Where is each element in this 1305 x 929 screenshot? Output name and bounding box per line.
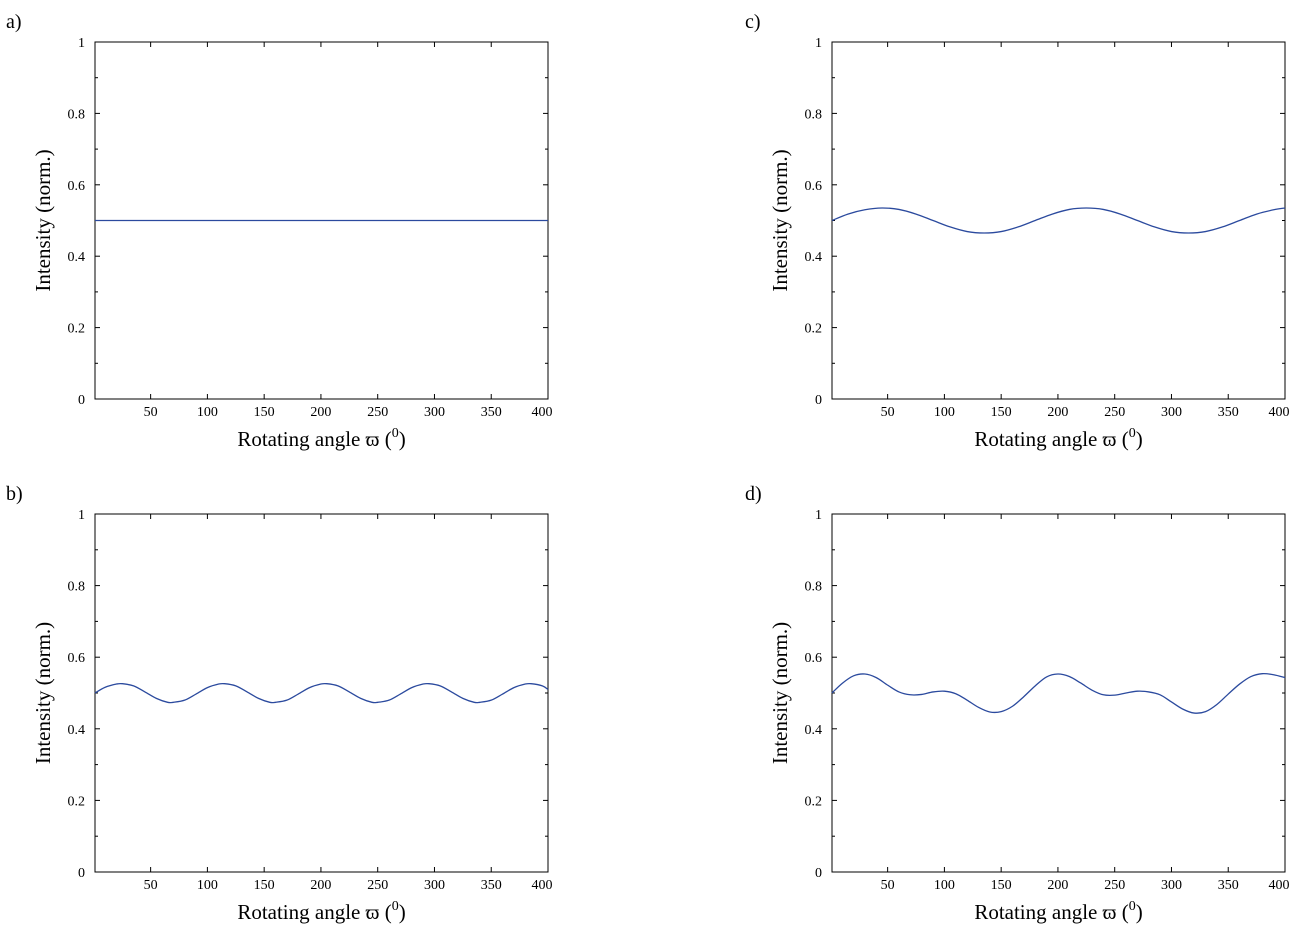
- panel-label: a): [6, 11, 22, 33]
- series-line: [831, 207, 1286, 234]
- y-tick-label: 0.4: [805, 250, 823, 265]
- x-tick-label: 300: [424, 405, 445, 420]
- y-axis-label: Intensity (norm.): [31, 149, 55, 291]
- x-tick-label: 50: [881, 405, 895, 420]
- x-tick-label: 400: [532, 405, 553, 420]
- x-tick-label: 100: [197, 405, 218, 420]
- x-axis-label-superscript: 0: [392, 426, 399, 441]
- y-tick-label: 0.6: [68, 651, 86, 666]
- x-tick-label: 250: [367, 405, 388, 420]
- y-tick-label: 0.6: [68, 179, 86, 194]
- y-tick-label: 0.4: [68, 723, 86, 738]
- x-tick-label: 150: [254, 405, 275, 420]
- x-tick-label: 200: [1047, 405, 1068, 420]
- series-line: [94, 682, 549, 704]
- x-axis-label-superscript: 0: [1129, 426, 1136, 441]
- x-axis-label-text: Rotating angle ϖ (: [237, 900, 391, 924]
- panel-label: b): [6, 483, 23, 505]
- y-tick-label: 1: [78, 508, 85, 523]
- y-tick-label: 0.6: [805, 651, 823, 666]
- x-tick-label: 50: [144, 878, 158, 893]
- y-axis-label: Intensity (norm.): [768, 622, 792, 764]
- x-tick-label: 250: [1104, 878, 1125, 893]
- axes-frame: [831, 41, 1286, 400]
- y-tick-label: 0.8: [805, 580, 823, 595]
- x-tick-label: 300: [424, 878, 445, 893]
- y-tick-label: 1: [815, 508, 822, 523]
- y-tick-label: 0.2: [68, 322, 86, 337]
- y-tick-label: 0.8: [68, 580, 86, 595]
- x-tick-label: 350: [1218, 405, 1239, 420]
- y-axis-label: Intensity (norm.): [768, 149, 792, 291]
- x-tick-label: 100: [197, 878, 218, 893]
- x-tick-label: 200: [1047, 878, 1068, 893]
- x-tick-label: 100: [934, 405, 955, 420]
- x-axis-label: Rotating angle ϖ (0): [237, 899, 405, 924]
- x-axis-label: Rotating angle ϖ (0): [974, 426, 1142, 451]
- x-axis-label-superscript: 0: [1129, 899, 1136, 914]
- x-tick-label: 50: [144, 405, 158, 420]
- x-tick-label: 400: [532, 878, 553, 893]
- y-tick-label: 0.4: [805, 723, 823, 738]
- x-tick-label: 400: [1269, 878, 1290, 893]
- axes-frame: [94, 513, 549, 873]
- x-tick-label: 200: [310, 878, 331, 893]
- x-tick-label: 150: [254, 878, 275, 893]
- y-tick-label: 0.2: [805, 322, 823, 337]
- x-axis-label-close: ): [1136, 900, 1143, 924]
- y-tick-label: 0.8: [68, 107, 86, 122]
- x-axis-label-text: Rotating angle ϖ (: [237, 427, 391, 451]
- y-tick-label: 1: [78, 36, 85, 51]
- panel-label: d): [745, 483, 762, 505]
- x-tick-label: 50: [881, 878, 895, 893]
- y-tick-label: 0: [78, 866, 85, 881]
- x-axis-label: Rotating angle ϖ (0): [974, 899, 1142, 924]
- y-tick-label: 0.4: [68, 250, 86, 265]
- x-tick-label: 150: [991, 405, 1012, 420]
- x-axis-label-text: Rotating angle ϖ (: [974, 427, 1128, 451]
- x-tick-label: 250: [1104, 405, 1125, 420]
- x-axis-label-close: ): [399, 427, 406, 451]
- x-tick-label: 100: [934, 878, 955, 893]
- x-tick-label: 300: [1161, 405, 1182, 420]
- y-axis-label: Intensity (norm.): [31, 622, 55, 764]
- x-tick-label: 350: [1218, 878, 1239, 893]
- series-line: [831, 672, 1286, 714]
- x-tick-label: 300: [1161, 878, 1182, 893]
- y-tick-label: 0.2: [68, 794, 86, 809]
- x-tick-label: 200: [310, 405, 331, 420]
- x-tick-label: 150: [991, 878, 1012, 893]
- panel-label: c): [745, 11, 761, 33]
- y-tick-label: 1: [815, 36, 822, 51]
- y-tick-label: 0.8: [805, 107, 823, 122]
- x-axis-label-close: ): [399, 900, 406, 924]
- x-tick-label: 350: [481, 405, 502, 420]
- x-axis-label-superscript: 0: [392, 899, 399, 914]
- y-tick-label: 0.2: [805, 794, 823, 809]
- x-axis-label-text: Rotating angle ϖ (: [974, 900, 1128, 924]
- y-tick-label: 0: [78, 393, 85, 408]
- y-tick-label: 0: [815, 393, 822, 408]
- x-tick-label: 350: [481, 878, 502, 893]
- x-tick-label: 400: [1269, 405, 1290, 420]
- y-tick-label: 0.6: [805, 179, 823, 194]
- x-axis-label-close: ): [1136, 427, 1143, 451]
- x-tick-label: 250: [367, 878, 388, 893]
- x-axis-label: Rotating angle ϖ (0): [237, 426, 405, 451]
- y-tick-label: 0: [815, 866, 822, 881]
